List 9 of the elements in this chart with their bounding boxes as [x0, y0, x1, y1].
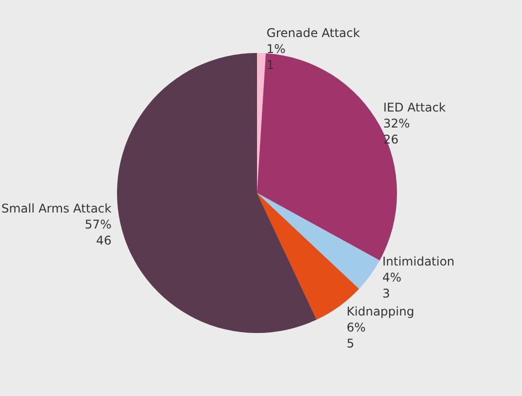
slice-label: Grenade Attack — [266, 26, 360, 40]
data-label: 6% 5 — [346, 320, 366, 351]
slice-label: Intimidation — [382, 254, 455, 269]
data-label: 1% 1 — [266, 42, 286, 72]
data-label: 4% 3 — [382, 270, 402, 301]
slice-label: Kidnapping — [346, 304, 414, 319]
data-label: 57% 46 — [84, 217, 112, 248]
slice-label: Small Arms Attack — [1, 201, 112, 216]
slice-label: IED Attack — [383, 100, 446, 115]
